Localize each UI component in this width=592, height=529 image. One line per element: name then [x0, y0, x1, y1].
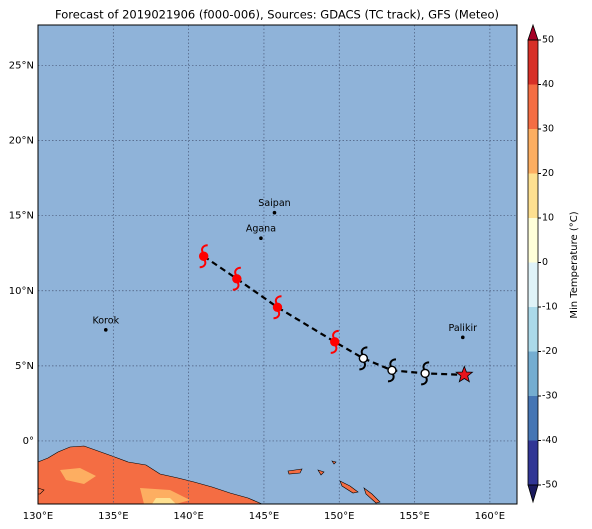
y-tick-label: 0°: [23, 436, 34, 447]
cyclone-arm: [330, 345, 338, 354]
cyclone-arm: [332, 329, 339, 339]
place-label: Saipan: [258, 198, 290, 209]
place-dot: [460, 335, 465, 340]
colorbar-tick-label: -50: [542, 480, 558, 491]
cyclone-eye: [272, 302, 283, 312]
current-position: [455, 365, 474, 383]
y-tick-label: 15°N: [9, 211, 34, 222]
x-tick-label: 140°E: [173, 511, 203, 522]
colorbar-tick-label: 30: [542, 124, 554, 135]
place-label: Palikir: [449, 323, 478, 334]
colorbar-tick-label: 0: [542, 257, 548, 268]
y-tick-label: 10°N: [9, 286, 34, 297]
colorbar-band: [528, 129, 538, 174]
y-tick-label: 25°N: [9, 61, 34, 72]
place-dot: [272, 210, 277, 215]
colorbar-band: [528, 40, 538, 85]
cyclone-marker: [420, 361, 430, 386]
colorbar-tick-label: -10: [542, 302, 558, 313]
cyclone-eye: [420, 368, 430, 379]
y-tick-label: 20°N: [9, 136, 34, 147]
land: [37, 445, 381, 505]
cyclone-arm: [387, 373, 395, 383]
ocean: [38, 25, 517, 504]
colorbar-band: [528, 396, 538, 441]
cyclone-arm: [359, 361, 366, 371]
cyclone-arm: [274, 295, 282, 304]
x-tick-label: 160°E: [475, 511, 505, 522]
colorbar-band: [528, 84, 538, 129]
cyclone-arm: [421, 376, 428, 386]
colorbar-band: [528, 307, 538, 352]
x-tick-label: 155°E: [399, 511, 429, 522]
colorbar-tick-label: 40: [542, 79, 554, 90]
cyclone-marker: [330, 329, 340, 354]
chart-title: Forecast of 2019021906 (f000-006), Sourc…: [55, 8, 499, 22]
x-tick-label: 130°E: [23, 511, 53, 522]
x-tick-label: 145°E: [249, 511, 279, 522]
colorbar-band: [528, 262, 538, 307]
place-label: Agana: [246, 224, 276, 235]
colorbar-under: [527, 484, 539, 504]
cyclone-marker: [198, 244, 209, 269]
cyclone-eye: [330, 337, 340, 347]
colorbar-band: [528, 218, 538, 263]
place-dot: [103, 328, 108, 332]
cyclone-arm: [232, 282, 240, 291]
cyclone-arm: [422, 361, 430, 370]
colorbar-band: [528, 351, 538, 396]
cyclone-eye: [387, 365, 397, 376]
cyclone-arm: [201, 244, 208, 253]
colorbar-tick-label: -20: [542, 346, 558, 357]
cyclone-arm: [389, 358, 397, 367]
cyclone-marker: [358, 346, 369, 371]
place-label: Korok: [92, 315, 119, 326]
track-line: [203, 255, 465, 376]
colorbar-tick-label: -40: [542, 435, 558, 446]
y-tick-label: 5°N: [15, 361, 34, 372]
cyclone-marker: [272, 295, 283, 320]
cyclone-arm: [199, 259, 207, 269]
colorbar-tick-label: 20: [542, 168, 554, 179]
colorbar-label: Min Temperature (°C): [569, 211, 580, 318]
colorbar-tick-label: 10: [542, 213, 554, 224]
colorbar-tick-label: -30: [542, 391, 558, 402]
cyclone-arm: [273, 310, 281, 320]
place-dot: [259, 236, 263, 241]
cyclone-eye: [358, 353, 369, 364]
cyclone-marker: [232, 266, 242, 291]
cyclone-arm: [360, 346, 368, 355]
x-tick-label: 135°E: [98, 511, 128, 522]
colorbar-band: [528, 173, 538, 218]
colorbar-tick-label: 50: [542, 35, 554, 46]
cyclone-eye: [198, 251, 209, 261]
colorbar-band: [528, 440, 538, 485]
cyclone-eye: [232, 274, 242, 284]
cyclone-marker: [387, 358, 397, 383]
cyclone-arm: [234, 266, 241, 276]
map-frame: [37, 24, 518, 505]
colorbar-over: [527, 23, 539, 41]
x-tick-label: 150°E: [324, 511, 354, 522]
